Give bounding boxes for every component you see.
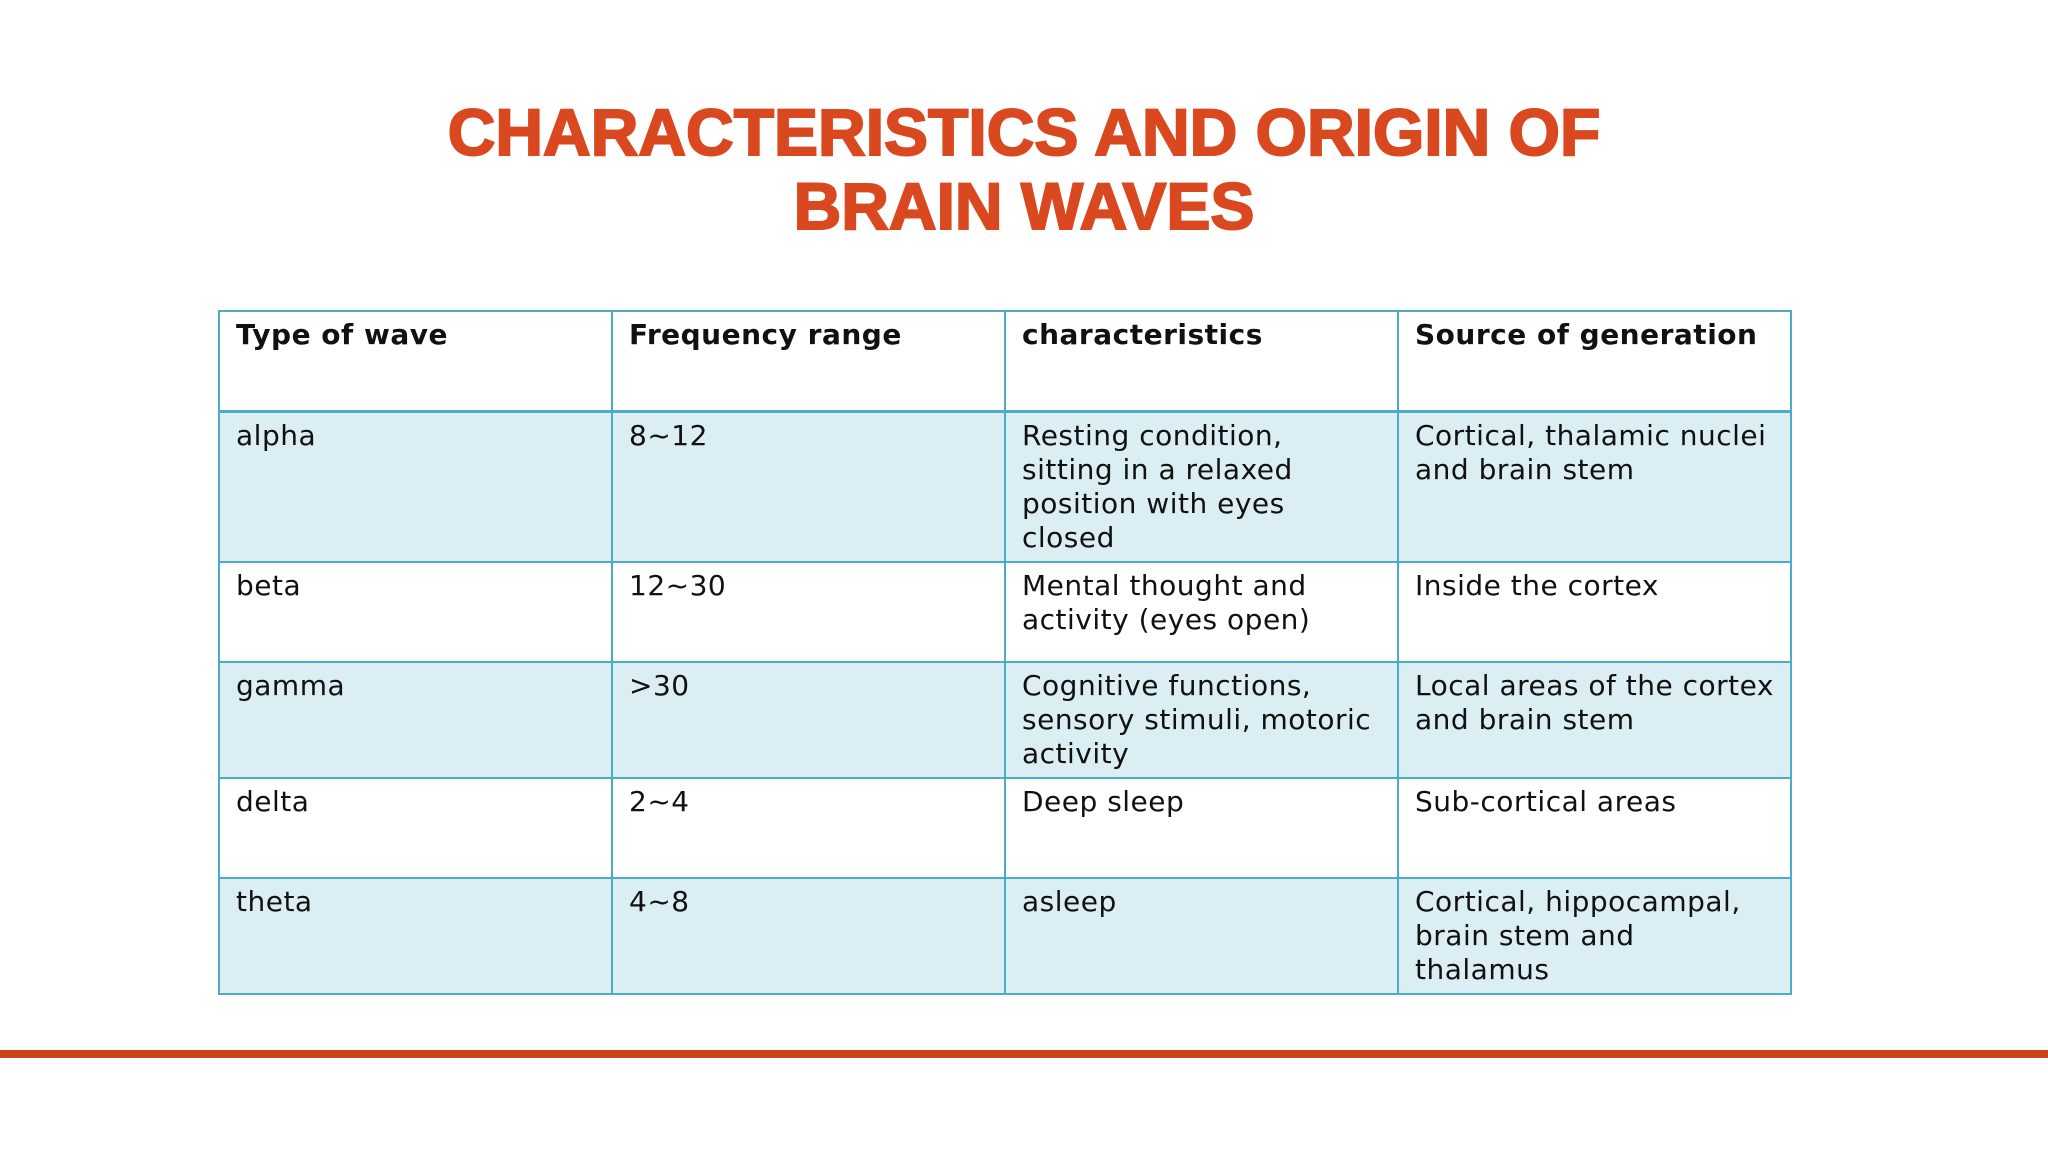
brain-waves-table: Type of wave Frequency range characteris… bbox=[218, 310, 1792, 995]
cell-source: Cortical, hippocampal, brain stem and th… bbox=[1397, 877, 1792, 995]
cell-frequency: 8~12 bbox=[611, 410, 1006, 563]
header-source-of-generation: Source of generation bbox=[1397, 310, 1792, 413]
cell-characteristics: Cognitive functions, sensory stimuli, mo… bbox=[1004, 661, 1399, 779]
cell-source: Local areas of the cortex and brain stem bbox=[1397, 661, 1792, 779]
cell-wave-type: delta bbox=[218, 777, 613, 879]
cell-frequency: 4~8 bbox=[611, 877, 1006, 995]
cell-characteristics: Deep sleep bbox=[1004, 777, 1399, 879]
header-frequency-range: Frequency range bbox=[611, 310, 1006, 413]
cell-characteristics: asleep bbox=[1004, 877, 1399, 995]
slide-title: CHARACTERISTICS AND ORIGIN OF BRAIN WAVE… bbox=[0, 94, 2048, 244]
cell-frequency: 12~30 bbox=[611, 561, 1006, 663]
header-type-of-wave: Type of wave bbox=[218, 310, 613, 413]
cell-characteristics: Resting condition, sitting in a relaxed … bbox=[1004, 410, 1399, 563]
footer-divider bbox=[0, 1050, 2048, 1058]
table-row: theta 4~8 asleep Cortical, hippocampal, … bbox=[218, 877, 1792, 995]
table-row: gamma >30 Cognitive functions, sensory s… bbox=[218, 661, 1792, 779]
cell-source: Cortical, thalamic nuclei and brain stem bbox=[1397, 410, 1792, 563]
slide-title-line-2: BRAIN WAVES bbox=[793, 168, 1256, 244]
cell-wave-type: theta bbox=[218, 877, 613, 995]
slide-title-line-1: CHARACTERISTICS AND ORIGIN OF bbox=[447, 94, 1602, 170]
table-row: delta 2~4 Deep sleep Sub-cortical areas bbox=[218, 777, 1792, 879]
table-row: beta 12~30 Mental thought and activity (… bbox=[218, 561, 1792, 663]
cell-frequency: 2~4 bbox=[611, 777, 1006, 879]
cell-wave-type: beta bbox=[218, 561, 613, 663]
cell-wave-type: alpha bbox=[218, 410, 613, 563]
table-row: alpha 8~12 Resting condition, sitting in… bbox=[218, 410, 1792, 563]
cell-frequency: >30 bbox=[611, 661, 1006, 779]
table-header-row: Type of wave Frequency range characteris… bbox=[218, 310, 1792, 413]
cell-source: Inside the cortex bbox=[1397, 561, 1792, 663]
header-characteristics: characteristics bbox=[1004, 310, 1399, 413]
cell-source: Sub-cortical areas bbox=[1397, 777, 1792, 879]
cell-characteristics: Mental thought and activity (eyes open) bbox=[1004, 561, 1399, 663]
cell-wave-type: gamma bbox=[218, 661, 613, 779]
